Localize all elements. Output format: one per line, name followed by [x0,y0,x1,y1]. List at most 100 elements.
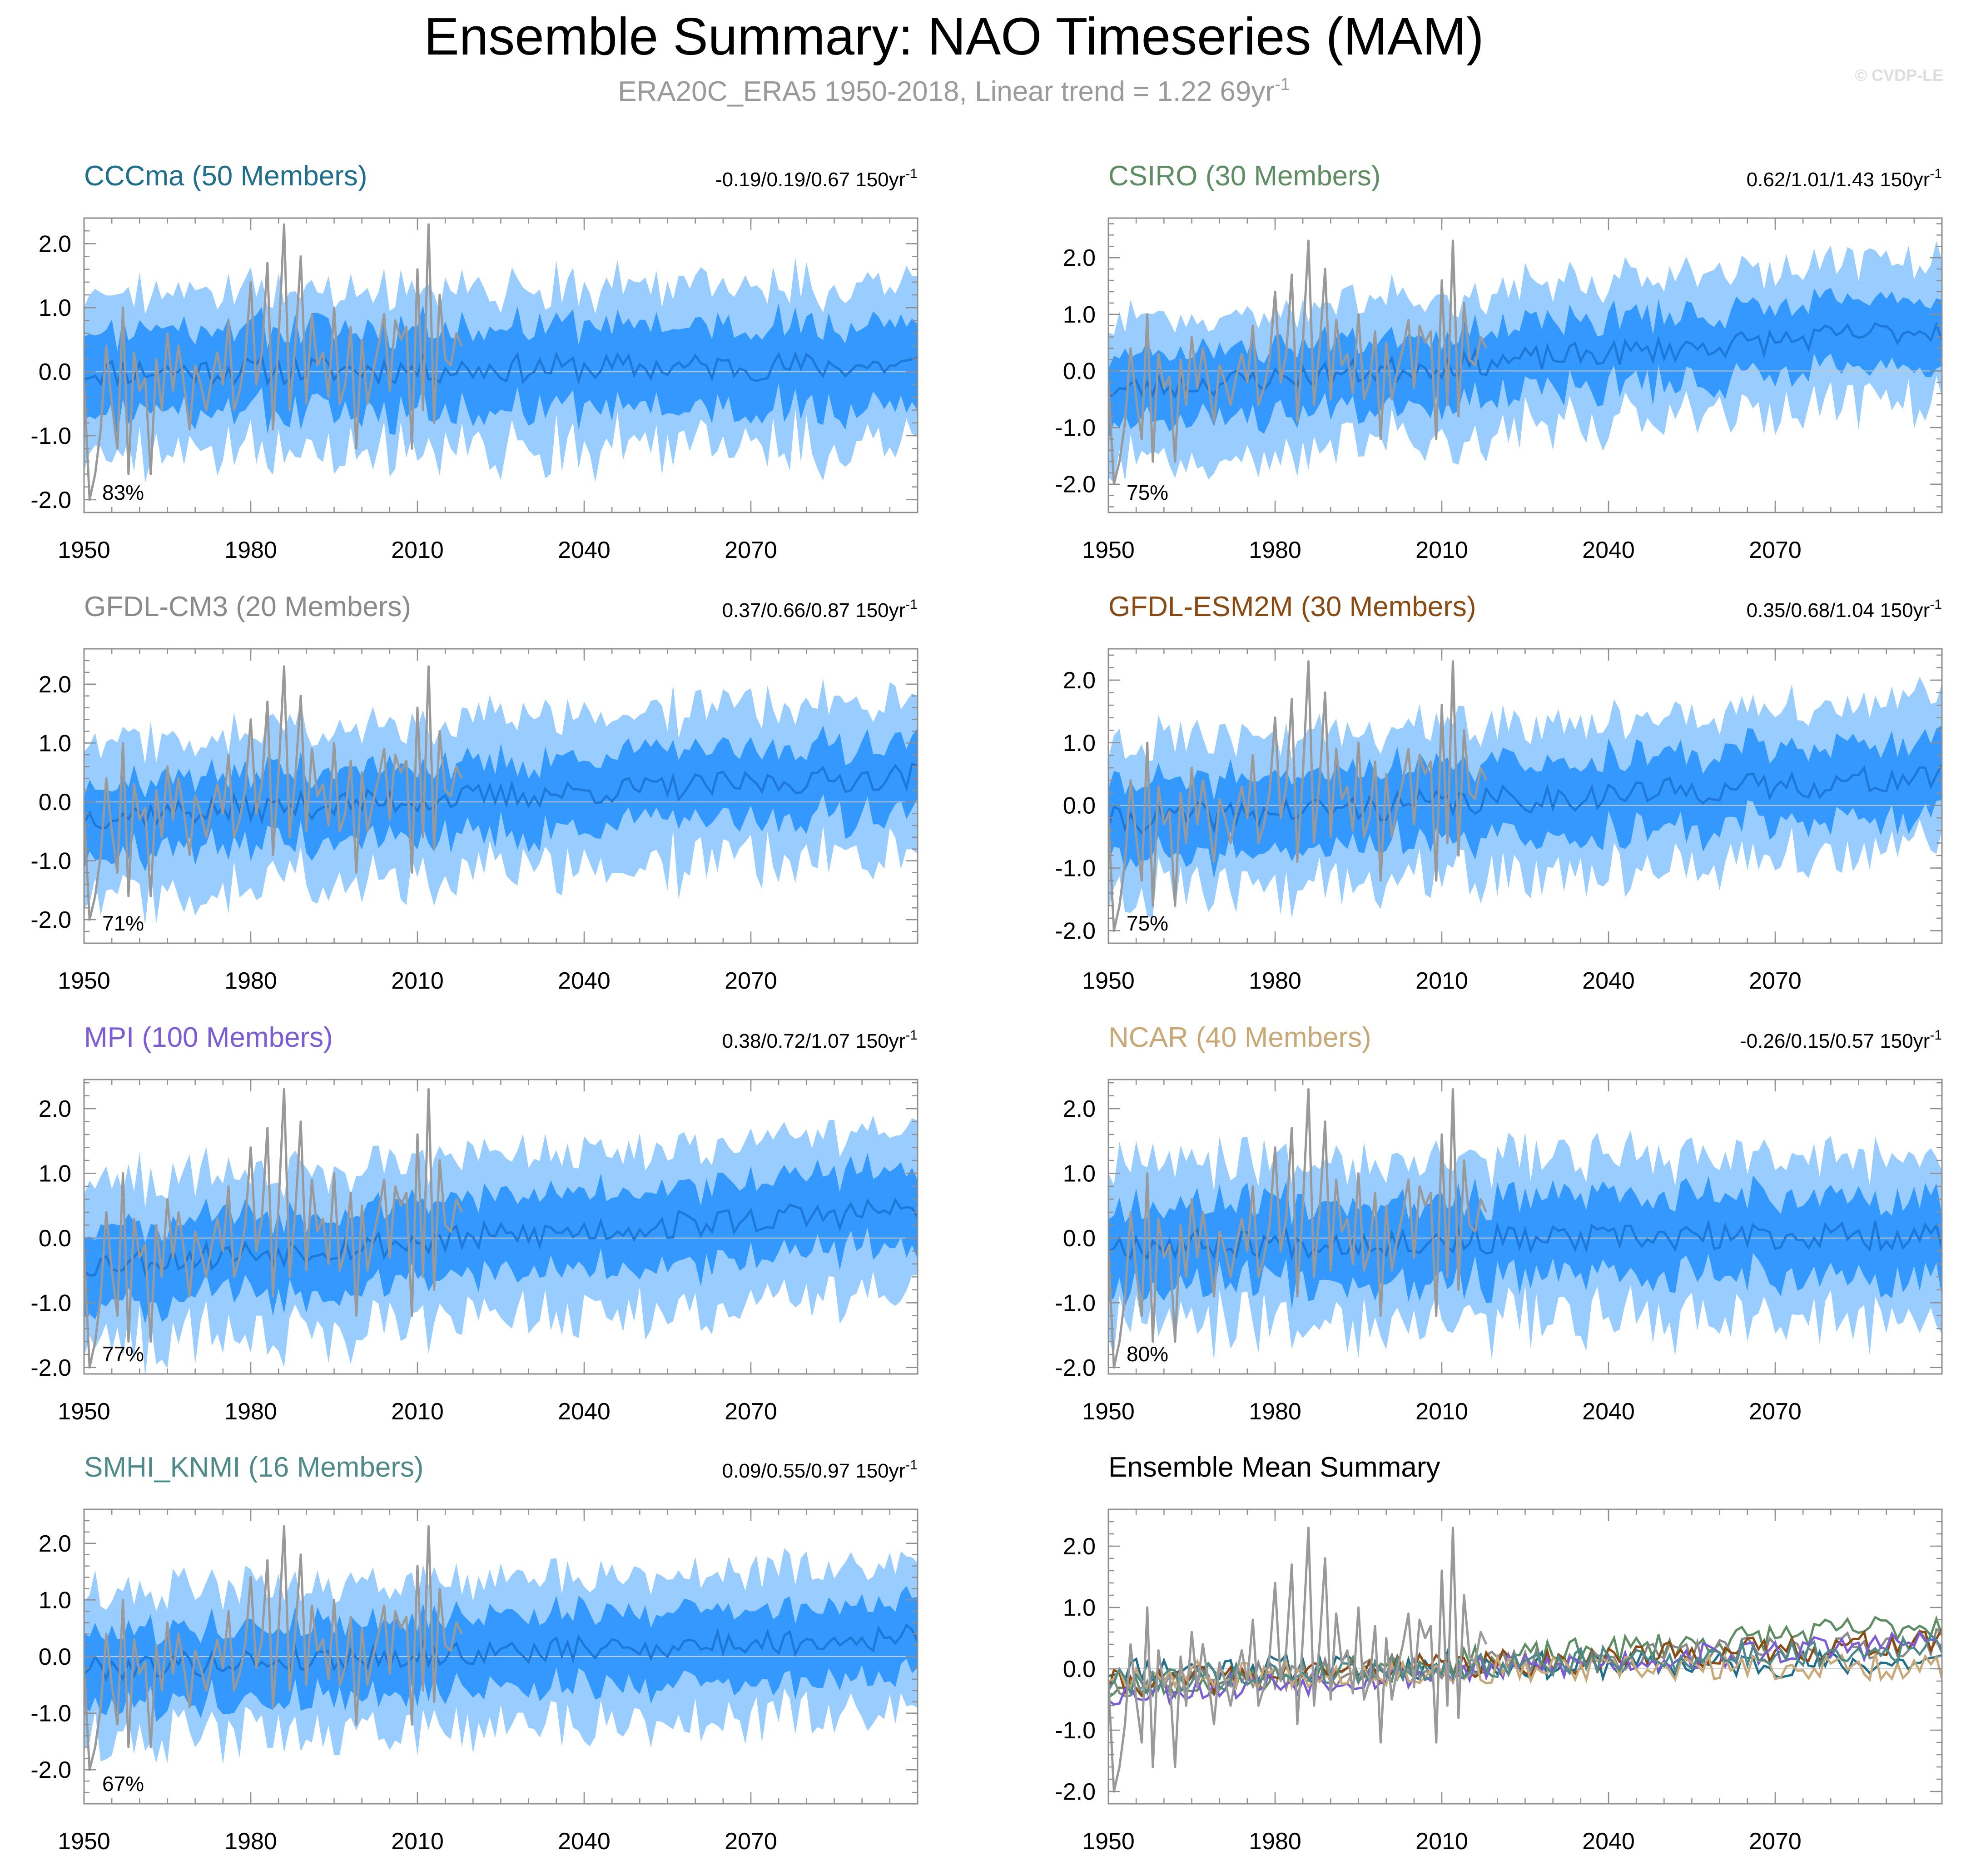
x-tick-label: 2070 [1749,1828,1802,1855]
x-tick-label: 1950 [1082,537,1135,563]
panel-title: GFDL-ESM2M (30 Members) [1108,591,1476,622]
y-tick-label: -1.0 [30,1701,71,1727]
y-tick-label: -2.0 [1055,1779,1096,1805]
y-tick-label: 0.0 [1063,358,1096,384]
x-tick-label: 2010 [391,968,444,994]
x-tick-label: 2010 [1415,537,1468,563]
series-line-smhi-knmi [1108,1633,1942,1697]
panel-title: NCAR (40 Members) [1108,1022,1371,1053]
y-tick-label: 2.0 [1063,667,1096,694]
inner-spread-band [1108,1175,1942,1309]
percent-label: 75% [1127,481,1168,504]
panel-title: MPI (100 Members) [84,1022,333,1053]
plot-area [84,223,918,501]
trend-stats-exponent: -1 [905,166,918,181]
panel-trend-stats: -0.19/0.19/0.67 150yr-1 [715,166,918,191]
observations-line [84,1088,463,1369]
y-tick-label: -2.0 [30,1355,71,1381]
y-tick-label: 2.0 [1063,245,1096,271]
x-tick-label: 1950 [1082,1828,1135,1855]
x-tick-label: 2010 [1415,1828,1468,1855]
x-tick-label: 1980 [224,1828,277,1855]
x-tick-label: 2040 [558,537,611,563]
panel-cccma: 2.0 1.0 0.0 -1.0 -2.0 1950 1980 2010 2040 2070 CCC… [30,160,918,563]
plot-area [84,665,918,926]
trend-stats-exponent: -1 [905,597,918,612]
y-tick-label: -2.0 [1055,918,1096,944]
y-tick-label: 2.0 [39,1096,71,1122]
y-tick-label: 0.0 [39,789,71,816]
y-tick-label: -1.0 [30,1290,71,1316]
y-tick-label: 2.0 [39,1531,71,1557]
y-tick-label: 0.0 [1063,793,1096,819]
trend-stats-exponent: -1 [1930,597,1942,612]
plot-area [1108,660,1942,932]
x-tick-label: 1950 [58,1398,110,1425]
x-tick-label: 2010 [1415,968,1468,994]
plot-area [1108,1527,1942,1793]
observations-line [1108,660,1488,932]
x-tick-label: 2010 [1415,1398,1468,1425]
observations-line [1108,1088,1488,1369]
figure-subtitle: ERA20C_ERA5 1950-2018, Linear trend = 1.… [618,75,1290,107]
x-tick-label: 1950 [58,968,110,994]
x-tick-label: 2040 [558,968,611,994]
x-tick-label: 2070 [1749,537,1802,563]
trend-stats-text: 0.09/0.55/0.97 150yr [722,1460,906,1482]
y-tick-label: 2.0 [39,231,71,257]
percent-label: 75% [1127,911,1168,935]
panel-trend-stats: 0.35/0.68/1.04 150yr-1 [1747,597,1942,622]
y-tick-label: 0.0 [39,359,71,385]
x-tick-label: 1980 [1249,968,1301,994]
x-tick-label: 2070 [725,537,777,563]
panel-smhi-knmi: 2.0 1.0 0.0 -1.0 -2.0 1950 1980 2010 2040 2070 SMH… [30,1452,918,1855]
panel-trend-stats: 0.38/0.72/1.07 150yr-1 [722,1028,918,1052]
panel-title: SMHI_KNMI (16 Members) [84,1452,424,1483]
y-tick-label: -2.0 [1055,472,1096,498]
inner-spread-band [84,725,918,871]
y-tick-label: 2.0 [1063,1533,1096,1560]
y-tick-label: 1.0 [39,1587,71,1613]
x-tick-label: 1980 [224,1398,277,1425]
panel-gfdl-cm3: 2.0 1.0 0.0 -1.0 -2.0 1950 1980 2010 2040 2070 GFD… [30,591,918,994]
y-tick-label: 2.0 [39,672,71,698]
y-tick-label: -1.0 [1055,1290,1096,1316]
y-tick-label: 1.0 [1063,1161,1096,1187]
y-tick-label: 1.0 [1063,302,1096,328]
plot-area [1108,239,1942,486]
trend-stats-exponent: -1 [905,1028,918,1043]
plot-area [84,1088,918,1374]
panel-title: CCCma (50 Members) [84,160,367,192]
panel-title: Ensemble Mean Summary [1108,1452,1440,1483]
y-tick-label: 1.0 [39,730,71,756]
inner-spread-band [1108,288,1942,439]
y-tick-label: 0.0 [39,1644,71,1670]
x-tick-label: 2010 [391,1828,444,1855]
trend-stats-exponent: -1 [1930,166,1942,181]
y-tick-label: -2.0 [30,907,71,933]
y-tick-label: 1.0 [1063,1595,1096,1621]
figure-title: Ensemble Summary: NAO Timeseries (MAM) [424,7,1484,66]
y-tick-label: -1.0 [30,848,71,875]
x-tick-label: 2070 [1749,1398,1802,1425]
trend-stats-exponent: -1 [905,1458,918,1473]
panel-title: GFDL-CM3 (20 Members) [84,591,411,622]
y-tick-label: -1.0 [30,423,71,449]
panel-gfdl-esm2m: 2.0 1.0 0.0 -1.0 -2.0 1950 1980 2010 2040 2070 GFD… [1055,591,1943,994]
x-tick-label: 2070 [1749,968,1802,994]
y-tick-label: -2.0 [30,1757,71,1783]
observations-line [1108,239,1488,486]
y-tick-label: 0.0 [39,1225,71,1252]
x-tick-label: 1980 [1249,1398,1301,1425]
y-tick-label: 2.0 [1063,1096,1096,1122]
x-tick-label: 2040 [1582,1828,1635,1855]
trend-stats-text: 0.38/0.72/1.07 150yr [722,1030,906,1052]
panel-trend-stats: 0.37/0.66/0.87 150yr-1 [722,597,918,622]
panel-ncar: 2.0 1.0 0.0 -1.0 -2.0 1950 1980 2010 2040 2070 NCA… [1055,1022,1943,1425]
y-tick-label: -1.0 [1055,415,1096,441]
percent-label: 67% [102,1772,144,1796]
y-tick-label: 1.0 [1063,730,1096,756]
x-tick-label: 1980 [224,537,277,563]
x-tick-label: 2040 [1582,968,1635,994]
ensemble-mean-line [1108,1219,1942,1262]
